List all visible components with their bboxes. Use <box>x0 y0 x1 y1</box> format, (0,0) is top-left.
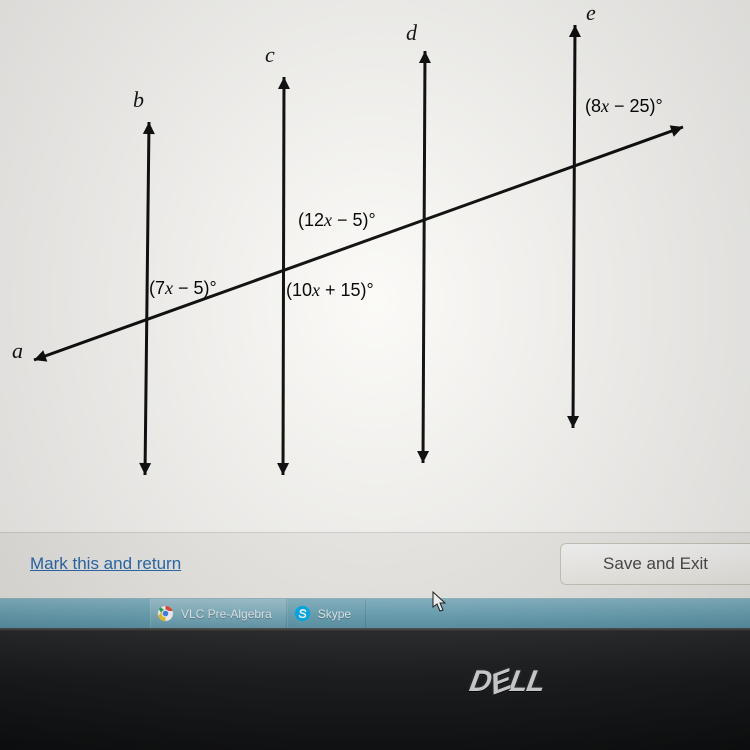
save-and-exit-button[interactable]: Save and Exit <box>560 543 750 585</box>
angle-expr-e: (8x − 25)° <box>585 96 663 117</box>
taskbar-item-chrome-label: VLC Pre-Algebra <box>181 607 272 621</box>
skype-icon <box>294 605 311 622</box>
angle-expr-b: (7x − 5)° <box>149 278 217 299</box>
dell-logo: DELL <box>467 665 547 699</box>
mark-and-return-link[interactable]: Mark this and return <box>30 554 181 574</box>
monitor-bezel <box>0 628 750 750</box>
geometry-diagram <box>0 0 750 532</box>
line-label-a: a <box>12 338 23 364</box>
taskbar-item-skype-label: Skype <box>318 607 351 621</box>
quiz-footer: Mark this and return Save and Exit <box>0 540 750 588</box>
taskbar-item-skype[interactable]: Skype <box>287 599 366 629</box>
line-label-e: e <box>586 0 596 26</box>
windows-taskbar[interactable]: VLC Pre-Algebra Skype <box>0 598 750 628</box>
mouse-cursor-icon <box>432 591 448 613</box>
monitor-screen: a b c d e (7x − 5)° (10x + 15)° (12x − 5… <box>0 0 750 628</box>
line-label-b: b <box>133 87 144 113</box>
angle-expr-c-lower: (10x + 15)° <box>286 280 374 301</box>
line-label-c: c <box>265 42 275 68</box>
angle-expr-c-upper: (12x − 5)° <box>298 210 376 231</box>
chrome-icon <box>157 605 174 622</box>
line-label-d: d <box>406 20 417 46</box>
quiz-content-panel: a b c d e (7x − 5)° (10x + 15)° (12x − 5… <box>0 0 750 533</box>
taskbar-item-chrome[interactable]: VLC Pre-Algebra <box>150 599 287 629</box>
save-and-exit-label: Save and Exit <box>603 554 708 574</box>
